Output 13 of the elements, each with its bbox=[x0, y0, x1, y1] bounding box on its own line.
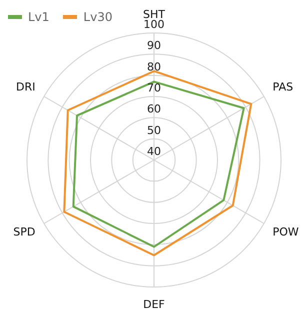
y-tick-label: 40 bbox=[147, 145, 161, 158]
y-tick-label: 80 bbox=[147, 60, 161, 74]
legend-label: Lv1 bbox=[28, 10, 50, 24]
spoke-label: POW bbox=[272, 226, 299, 239]
spoke-label: DRI bbox=[16, 80, 36, 94]
spoke-label: DEF bbox=[143, 298, 165, 312]
y-tick-label: 90 bbox=[147, 39, 161, 52]
y-tick-label: 60 bbox=[147, 102, 161, 116]
spoke-label: SPD bbox=[13, 226, 36, 239]
spoke-label: PAS bbox=[272, 80, 294, 94]
legend-label: Lv30 bbox=[83, 10, 112, 24]
y-tick-label: 50 bbox=[147, 124, 161, 137]
y-tick-label: 70 bbox=[147, 82, 161, 95]
